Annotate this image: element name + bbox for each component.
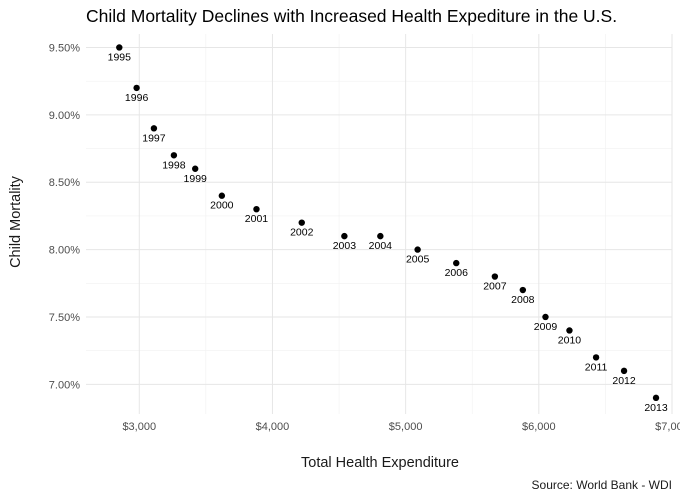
x-tick-label: $6,000 — [522, 421, 556, 433]
point-label: 1996 — [125, 92, 149, 104]
point-label: 2007 — [483, 281, 507, 293]
data-point — [192, 165, 199, 172]
point-label: 2012 — [612, 375, 636, 387]
data-point — [218, 192, 226, 199]
point-label: 2008 — [511, 294, 535, 306]
x-tick-label: $4,000 — [256, 421, 290, 433]
source-caption: Source: World Bank - WDI — [531, 478, 672, 492]
data-point — [519, 286, 527, 294]
point-label: 1995 — [108, 51, 132, 63]
point-label: 2009 — [534, 321, 558, 333]
data-point — [253, 205, 260, 213]
point-label: 2010 — [558, 334, 582, 346]
y-tick-label: 7.00% — [49, 379, 80, 391]
data-point — [116, 44, 123, 51]
data-point — [298, 219, 305, 226]
x-tick-label: $7,000 — [655, 421, 680, 433]
data-point — [150, 125, 158, 132]
data-point — [491, 273, 499, 280]
point-label: 2003 — [333, 240, 357, 252]
x-axis-label: Total Health Expenditure — [301, 455, 459, 471]
data-point — [377, 232, 384, 240]
data-point — [542, 313, 549, 321]
y-tick-label: 8.50% — [49, 177, 80, 189]
data-point — [170, 152, 178, 159]
chart-title: Child Mortality Declines with Increased … — [86, 6, 618, 26]
data-point — [566, 327, 573, 334]
x-tick-label: $3,000 — [122, 421, 156, 433]
y-axis: 7.00% 7.50% 8.00% 8.50% 9.00% 9.50% — [49, 42, 80, 391]
y-tick-label: 8.00% — [49, 245, 80, 257]
y-axis-label: Child Mortality — [8, 176, 24, 268]
point-label: 1997 — [142, 132, 166, 144]
point-label: 2013 — [644, 402, 668, 414]
point-label: 2011 — [585, 361, 608, 373]
x-axis: $3,000 $4,000 $5,000 $6,000 $7,000 — [122, 421, 680, 433]
point-label: 2005 — [406, 254, 430, 266]
point-label: 2006 — [445, 267, 469, 279]
point-label: 2001 — [245, 213, 269, 225]
y-tick-label: 7.50% — [49, 312, 80, 324]
data-point — [453, 259, 460, 267]
grid — [86, 34, 673, 414]
x-tick-label: $5,000 — [389, 421, 423, 433]
points — [116, 44, 660, 402]
point-label: 1999 — [184, 173, 208, 185]
point-label: 2002 — [290, 227, 314, 239]
point-label: 2000 — [210, 200, 234, 212]
y-tick-label: 9.50% — [49, 42, 80, 54]
data-point — [414, 246, 421, 253]
data-point — [652, 394, 660, 402]
point-labels: 1995 1996 1997 1998 1999 2000 2001 2002 2003 2004… — [108, 51, 668, 413]
point-label: 1998 — [162, 159, 186, 171]
data-point — [341, 232, 348, 240]
data-point — [133, 84, 140, 92]
data-point — [592, 354, 600, 361]
data-point — [620, 367, 628, 375]
point-label: 2004 — [369, 240, 393, 252]
y-tick-label: 9.00% — [49, 110, 80, 122]
